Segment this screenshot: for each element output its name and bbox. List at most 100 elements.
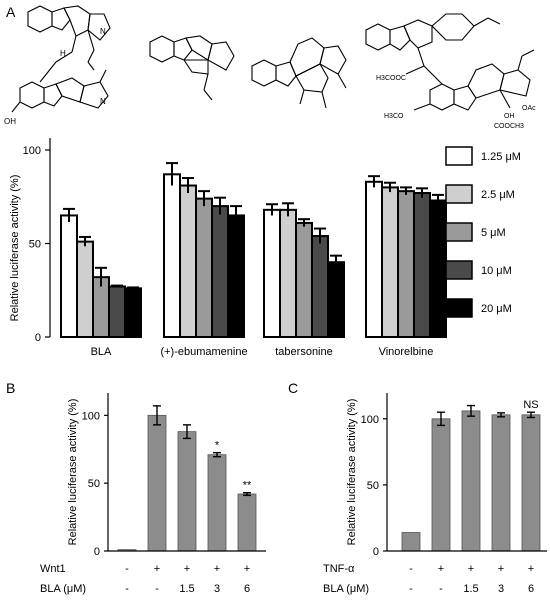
chart-a-bar <box>295 221 313 338</box>
chartB-bar <box>177 431 197 552</box>
chart-c-y-ticks: 0 50 100 <box>361 414 387 558</box>
chart-a-bar <box>76 240 94 338</box>
chartB-y-tick-label: 50 <box>88 478 100 490</box>
chart-b-condition-rows: Wnt1 - + + + + BLA (μM) - - 1.5 3 6 <box>40 563 250 595</box>
chart-a-bar <box>365 180 383 339</box>
bla-h-label: H <box>60 49 66 58</box>
chartC-row-cell: + <box>528 563 534 575</box>
chartB-y-tick-label: 0 <box>94 546 100 558</box>
panel-c-letter: C <box>288 380 299 396</box>
chart-c-bars: NS <box>401 399 541 552</box>
chartB-row-label: BLA (μM) <box>40 583 86 595</box>
chartB-row-cell: + <box>214 563 220 575</box>
vinorelbine-oh-label: OH <box>504 113 515 120</box>
chart-a-bar <box>397 190 415 338</box>
chartC-row-cell: - <box>409 583 413 595</box>
chart-a-bars <box>60 162 447 339</box>
chart-a-bar <box>279 208 297 338</box>
chartB-row-cell: - <box>125 563 129 575</box>
chart-a-y-tick-label: 0 <box>35 332 41 344</box>
chart-a-bar <box>195 197 213 339</box>
chart-a-legend-label: 5 μM <box>481 227 506 239</box>
chartB-row-cell: 6 <box>244 583 250 595</box>
chart-a-bar <box>179 184 197 338</box>
chartB-significance-label: * <box>215 440 220 452</box>
chart-a-bar <box>211 205 229 338</box>
chart-a-legend-label: 10 μM <box>481 265 512 277</box>
chart-a-legend-label: 1.25 μM <box>481 151 521 163</box>
chartC-row-cell: + <box>438 563 444 575</box>
chartC-bar <box>521 414 541 552</box>
chart-a-bar <box>163 173 181 339</box>
chart-a-bar <box>311 235 329 338</box>
chart-b-bars: *** <box>117 405 257 552</box>
chartC-significance-label: NS <box>523 399 538 411</box>
chartC-row-cell: + <box>498 563 504 575</box>
chart-b-y-label: Relative luciferase activity (%) <box>67 399 79 546</box>
vinorelbine-ester-label: H3COOC <box>376 75 406 82</box>
chart-c-condition-rows: TNF-α - + + + + BLA (μM) - - 1.5 3 6 <box>323 563 534 595</box>
chart-a-category-label: tabersonine <box>275 346 333 358</box>
chartC-y-tick-label: 0 <box>373 546 379 558</box>
panel-a-letter: A <box>6 4 16 20</box>
chartC-row-cell: + <box>468 563 474 575</box>
chart-a-y-tick-label: 50 <box>29 239 41 251</box>
bla-oh-label: OH <box>4 117 16 126</box>
chart-a-bar <box>263 208 281 338</box>
chartB-row-cell: + <box>244 563 250 575</box>
chart-a-y-tick-label: 100 <box>23 145 41 157</box>
chart-a-legend-swatch <box>445 298 473 318</box>
panel-b-letter: B <box>6 380 16 396</box>
chartC-bar <box>401 532 421 552</box>
chartC-y-tick-label: 50 <box>367 480 379 492</box>
chart-a-legend-label: 2.5 μM <box>481 189 515 201</box>
chartB-bar <box>237 493 257 552</box>
vinorelbine-cooch3-label: COOCH3 <box>494 123 524 130</box>
chart-a-bar <box>227 214 245 338</box>
chartC-row-label: BLA (μM) <box>323 583 369 595</box>
chartB-row-cell: + <box>154 563 160 575</box>
chart-a-x-labels: BLA (+)-ebumamenine tabersonine Vinorelbine <box>91 346 434 358</box>
bla-n-label: N <box>100 27 106 36</box>
chart-b-y-ticks: 0 50 100 <box>82 410 108 558</box>
vinorelbine-structure <box>365 13 535 111</box>
chart-a-bar <box>60 214 78 338</box>
chart-a-legend-label: 20 μM <box>481 303 512 315</box>
chartB-row-label: Wnt1 <box>40 563 66 575</box>
chart-a-category-label: Vinorelbine <box>379 346 434 358</box>
vinorelbine-oac-label: OAc <box>522 105 536 112</box>
chart-a-bar <box>429 199 447 338</box>
chart-a-bar <box>413 192 431 339</box>
chart-c-y-label: Relative luciferase activity (%) <box>346 399 358 546</box>
ebumamenine-structure <box>149 35 235 101</box>
chart-a-category-label: (+)-ebumamenine <box>160 346 247 358</box>
chartC-row-cell: 1.5 <box>463 583 478 595</box>
chartC-row-cell: 3 <box>498 583 504 595</box>
chartC-row-cell: 6 <box>528 583 534 595</box>
chartB-row-cell: - <box>125 583 129 595</box>
chartC-row-cell: - <box>409 563 413 575</box>
chartC-row-cell: - <box>439 583 443 595</box>
tabersonine-structure <box>251 37 347 109</box>
chart-a-y-ticks: 100 50 0 <box>23 145 50 344</box>
chart-a-legend-swatch <box>445 260 473 280</box>
chartC-bar <box>461 410 481 552</box>
chemical-structures: OH H N N H3 <box>4 5 536 130</box>
chart-a-bar <box>108 285 126 338</box>
bla-n2-label: N <box>100 97 106 106</box>
chart-a-y-label: Relative luciferase activity (%) <box>9 175 21 322</box>
chart-a-legend: 1.25 μM 2.5 μM 5 μM 10 μM 20 μM <box>445 146 521 318</box>
chartB-significance-label: ** <box>243 480 252 492</box>
chartB-y-tick-label: 100 <box>82 410 100 422</box>
chartB-row-cell: + <box>184 563 190 575</box>
chartC-row-label: TNF-α <box>323 563 355 575</box>
chartC-bar <box>491 414 511 552</box>
chart-a-legend-swatch <box>445 184 473 204</box>
chart-a-legend-swatch <box>445 222 473 242</box>
chart-a-bar <box>327 261 345 338</box>
chartB-row-cell: - <box>155 583 159 595</box>
bla-structure <box>11 5 111 113</box>
chartB-row-cell: 1.5 <box>179 583 194 595</box>
